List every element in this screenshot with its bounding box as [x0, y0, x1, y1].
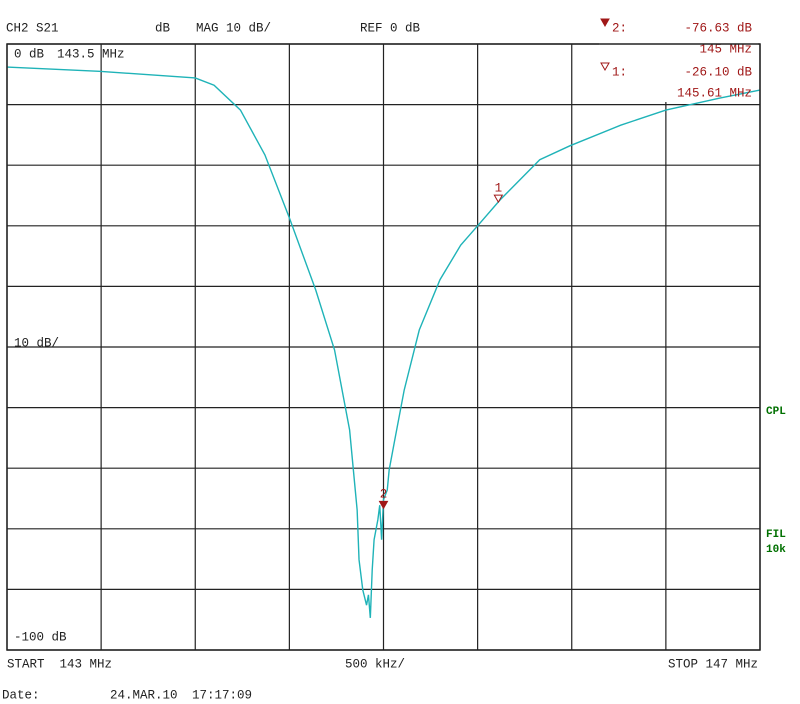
unit: dB: [155, 21, 171, 35]
readout-value: -26.10 dB: [684, 65, 752, 79]
grid: [6, 43, 761, 651]
readout-value: -76.63 dB: [684, 21, 752, 35]
readout-icon: [600, 62, 610, 72]
side-label: CPL: [766, 406, 786, 418]
trace: [6, 66, 761, 618]
reference: REF 0 dB: [360, 21, 421, 35]
marker-label: 2: [380, 488, 388, 502]
plot-frame: [6, 43, 761, 651]
readout-icon: [600, 18, 610, 28]
marker: [493, 194, 504, 204]
top-label: 0 dB: [14, 47, 45, 61]
channel: CH2 S21: [6, 21, 59, 35]
span: 500 kHz/: [345, 657, 405, 671]
readout-freq: 145.61 MHz: [677, 86, 752, 100]
date: 24.MAR.10: [110, 688, 178, 702]
readout-freq: 145 MHz: [699, 42, 752, 56]
marker-label: 1: [495, 181, 503, 195]
start: START 143 MHz: [7, 657, 112, 671]
readout-index: 1:: [612, 65, 627, 79]
readout-index: 2:: [612, 21, 627, 35]
scale-label: 10 dB/: [14, 336, 59, 350]
bottom-label: -100 dB: [14, 630, 67, 644]
format: MAG 10 dB/: [196, 21, 271, 35]
stop: STOP 147 MHz: [668, 657, 758, 671]
readout-panel: [599, 38, 758, 102]
time: 17:17:09: [192, 688, 252, 702]
side-label: 10k: [766, 544, 786, 556]
marker: [378, 500, 389, 510]
side-label: FIL: [766, 529, 786, 541]
top-freq: 143.5 MHz: [57, 47, 125, 61]
date-label: Date:: [2, 688, 40, 702]
